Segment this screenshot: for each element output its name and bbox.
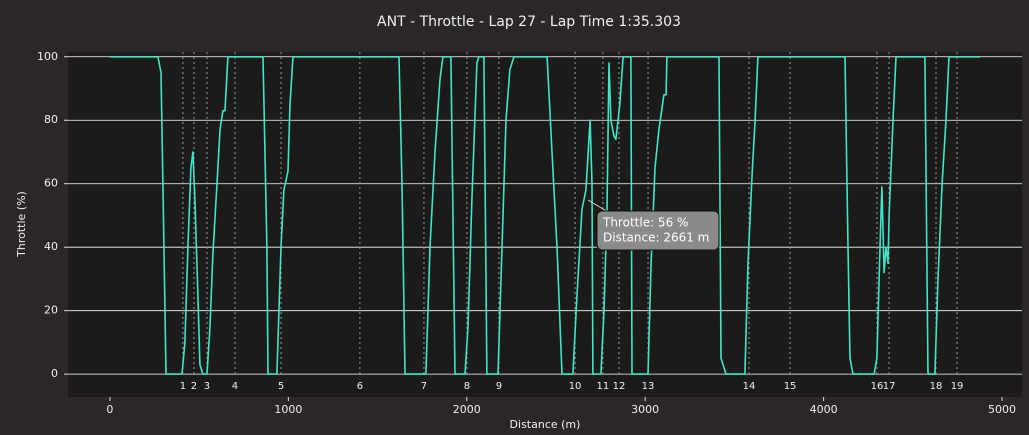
x-tick-label: 4000 [810, 403, 838, 416]
x-tick-label: 3000 [631, 403, 659, 416]
y-axis-label: Throttle (%) [15, 191, 28, 258]
y-tick-label: 40 [44, 240, 58, 253]
y-tick-label: 0 [51, 367, 58, 380]
corner-label: 17 [883, 381, 896, 392]
y-tick-label: 20 [44, 304, 58, 317]
corner-label: 11 [597, 381, 610, 392]
corner-label: 18 [930, 381, 943, 392]
tooltip-line: Distance: 2661 m [603, 231, 709, 245]
corner-label: 12 [613, 381, 626, 392]
corner-label: 7 [421, 381, 427, 392]
corner-label: 8 [464, 381, 470, 392]
x-tick-label: 2000 [453, 403, 481, 416]
corner-label: 4 [232, 381, 238, 392]
corner-label: 9 [496, 381, 502, 392]
y-tick-label: 100 [37, 50, 58, 63]
chart-title: ANT - Throttle - Lap 27 - Lap Time 1:35.… [377, 14, 681, 30]
x-tick-label: 0 [106, 403, 113, 416]
corner-label: 1 [180, 381, 186, 392]
plot-area [68, 52, 1022, 397]
x-axis-label: Distance (m) [510, 418, 581, 431]
x-tick-label: 1000 [274, 403, 302, 416]
tooltip-line: Throttle: 56 % [602, 216, 688, 230]
corner-label: 13 [642, 381, 655, 392]
x-tick-label: 5000 [988, 403, 1016, 416]
tooltip-box [596, 210, 720, 251]
corner-label: 15 [784, 381, 797, 392]
throttle-line [109, 56, 981, 375]
corner-label: 10 [569, 381, 582, 392]
corner-label: 2 [191, 381, 197, 392]
tooltip-pointer [587, 199, 609, 213]
corner-label: 14 [743, 381, 756, 392]
y-tick-label: 80 [44, 113, 58, 126]
corner-label: 3 [204, 381, 210, 392]
corner-label: 19 [951, 381, 964, 392]
corner-label: 16 [871, 381, 884, 392]
tooltip: Throttle: 56 % Distance: 2661 m [587, 199, 720, 251]
corner-label: 5 [278, 381, 284, 392]
corner-label: 6 [357, 381, 363, 392]
y-tick-label: 60 [44, 177, 58, 190]
